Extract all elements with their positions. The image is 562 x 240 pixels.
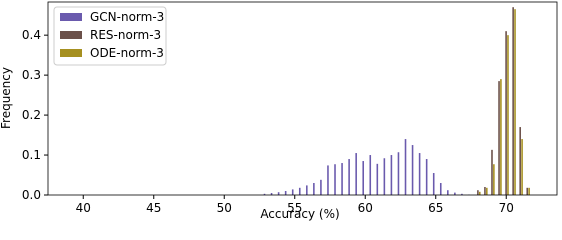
y-tick-label: 0.2 (22, 108, 41, 122)
bar (306, 185, 308, 195)
bar (514, 9, 516, 195)
bar (461, 193, 463, 195)
bar (313, 183, 315, 195)
bar (284, 191, 287, 195)
bar (355, 153, 357, 195)
bar (486, 187, 488, 195)
x-tick-label: 45 (146, 201, 161, 215)
y-tick-label: 0.0 (22, 188, 41, 202)
x-tick-label: 50 (217, 201, 232, 215)
bar (298, 187, 301, 195)
x-tick-label: 40 (76, 201, 91, 215)
bar (439, 183, 442, 195)
bar (334, 164, 336, 195)
bar (404, 139, 407, 195)
bar (263, 193, 266, 195)
bar (327, 165, 329, 195)
x-tick-label: 65 (428, 201, 443, 215)
y-tick-label: 0.1 (22, 148, 41, 162)
plot-frame (47, 1, 558, 196)
bar (390, 155, 393, 195)
legend-label: RES-norm-3 (90, 28, 161, 42)
x-tick-label: 60 (358, 201, 373, 215)
bar (477, 190, 479, 195)
bar (498, 81, 500, 195)
bar (425, 159, 428, 195)
bar (270, 193, 273, 195)
bar (362, 161, 365, 195)
bar (411, 145, 414, 195)
legend-label: GCN-norm-3 (90, 10, 164, 24)
bar (526, 187, 529, 195)
bar (447, 190, 449, 195)
bar (277, 192, 280, 195)
chart: Accuracy (%) Frequency 0.0 0.1 0.2 0.3 0.4 40… (0, 1, 558, 221)
x-tick-label: 55 (287, 201, 302, 215)
y-axis-label: Frequency (0, 67, 13, 129)
bar (519, 127, 521, 195)
bar (376, 163, 379, 195)
x-tick-label: 70 (499, 201, 514, 215)
y-tick-label: 0.3 (22, 68, 41, 82)
bar (478, 191, 481, 195)
bar (320, 179, 322, 195)
bar (507, 35, 509, 195)
bar (500, 79, 502, 195)
bar (528, 187, 530, 195)
bar (369, 155, 372, 195)
bar (491, 149, 493, 195)
bar (348, 159, 350, 195)
bar (454, 192, 456, 195)
bar (505, 31, 507, 196)
legend-swatch (60, 49, 82, 57)
bar (493, 164, 495, 195)
legend-swatch (60, 31, 82, 39)
bar (512, 7, 514, 196)
bar (432, 173, 435, 195)
bar (397, 152, 400, 195)
bar (291, 189, 294, 195)
bar (521, 139, 523, 195)
y-tick-label: 0.4 (22, 28, 41, 42)
bar (418, 153, 421, 195)
bar (383, 158, 386, 195)
bar (484, 187, 486, 195)
legend-swatch (60, 13, 82, 21)
x-axis-label: Accuracy (%) (260, 207, 339, 221)
bar (341, 163, 343, 195)
legend-label: ODE-norm-3 (90, 46, 164, 60)
